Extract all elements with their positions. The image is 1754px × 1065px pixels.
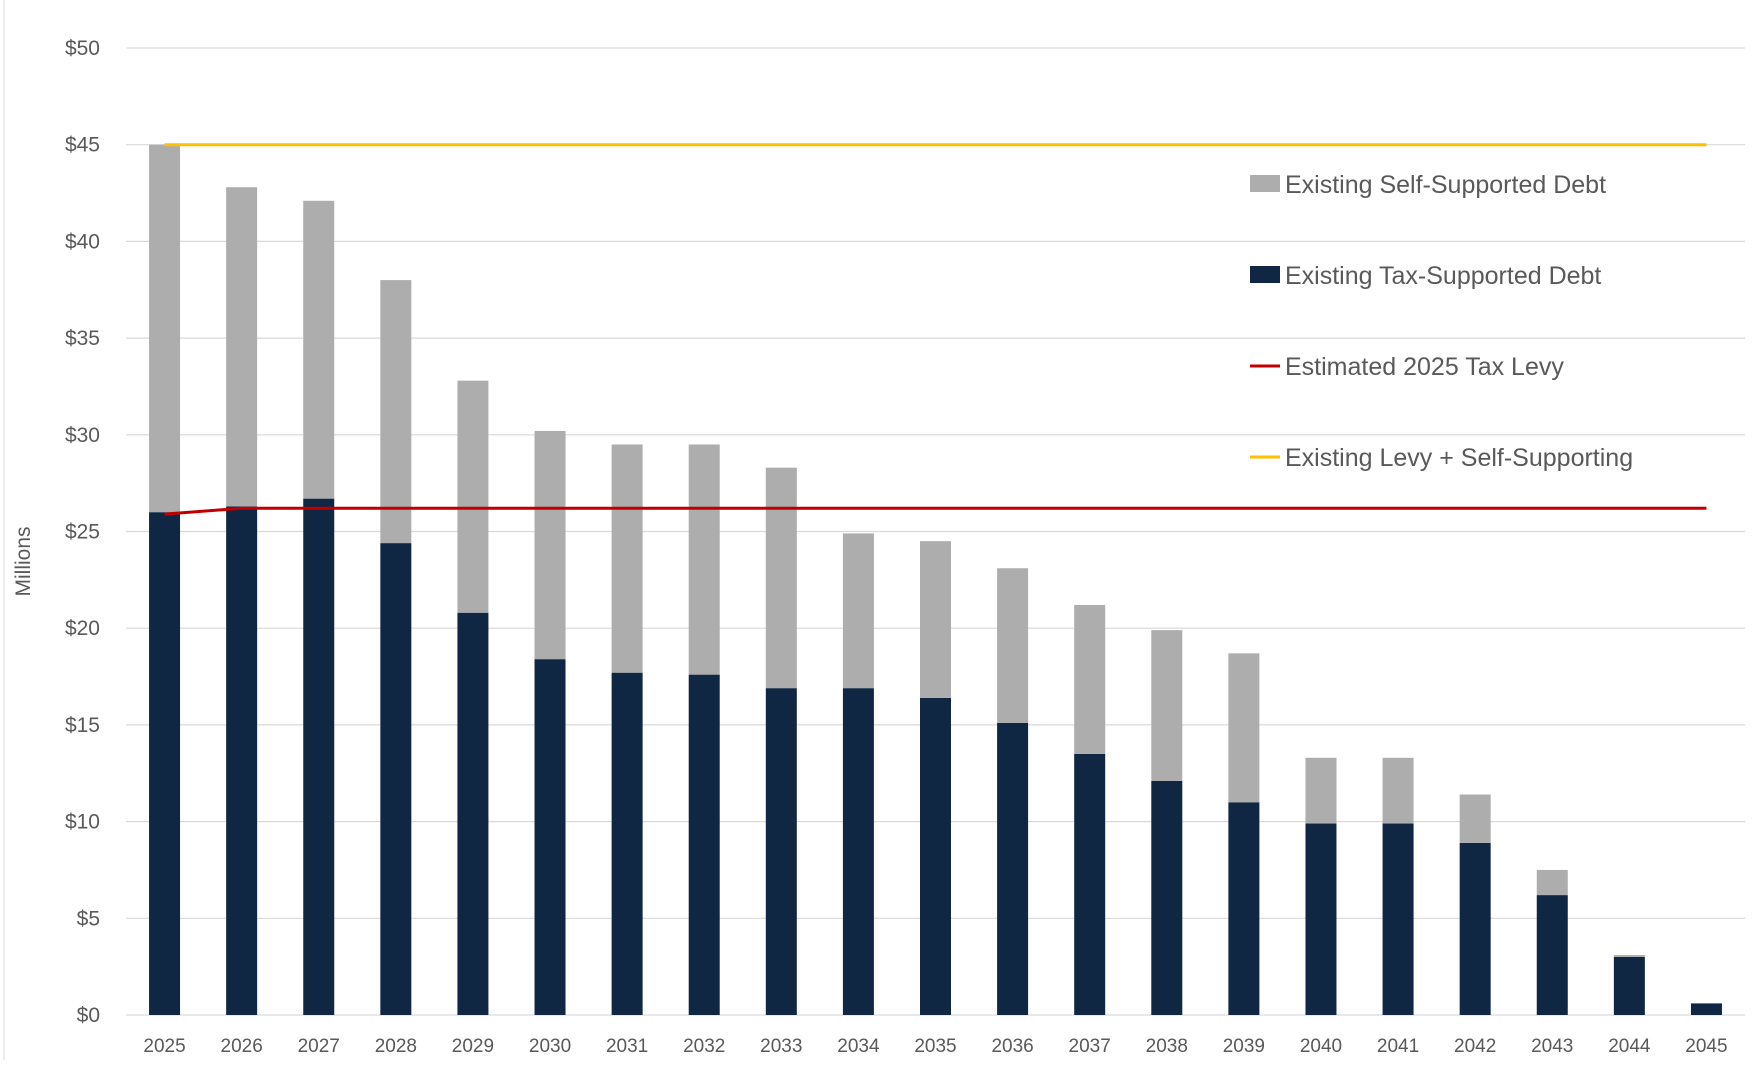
bar-existing-tax-supported-debt: [1305, 823, 1337, 1015]
x-tick-label: 2027: [298, 1036, 340, 1057]
bar-existing-tax-supported-debt: [1228, 802, 1260, 1015]
bar-existing-self-supported-debt: [534, 430, 566, 660]
bar-existing-self-supported-debt: [842, 533, 874, 689]
bar-existing-tax-supported-debt: [457, 612, 489, 1015]
bar-existing-self-supported-debt: [1228, 653, 1260, 803]
bar-existing-self-supported-debt: [1151, 630, 1183, 781]
bar-existing-tax-supported-debt: [842, 688, 874, 1015]
bar-existing-self-supported-debt: [226, 187, 258, 507]
x-tick-label: 2041: [1377, 1036, 1419, 1057]
bar-existing-self-supported-debt: [1382, 757, 1414, 824]
bar-existing-tax-supported-debt: [1690, 1003, 1722, 1015]
x-tick-label: 2037: [1069, 1036, 1111, 1057]
x-tick-label: 2036: [991, 1036, 1033, 1057]
x-tick-label: 2035: [914, 1036, 956, 1057]
x-tick-label: 2030: [529, 1036, 571, 1057]
x-tick-label: 2028: [375, 1036, 417, 1057]
x-tick-label: 2040: [1300, 1036, 1342, 1057]
legend-label: Existing Self-Supported Debt: [1285, 171, 1606, 199]
x-tick-label: 2044: [1608, 1036, 1651, 1057]
legend-swatch: [1250, 175, 1280, 192]
y-tick-label: $35: [65, 327, 100, 350]
y-tick-label: $50: [65, 37, 100, 60]
x-tick-label: 2039: [1223, 1036, 1265, 1057]
line-estimated-2025-tax-levy: [164, 506, 1707, 516]
bar-existing-tax-supported-debt: [534, 659, 566, 1015]
legend-label: Existing Tax-Supported Debt: [1285, 262, 1601, 290]
bar-existing-self-supported-debt: [457, 380, 489, 613]
bar-existing-self-supported-debt: [997, 568, 1029, 723]
y-tick-label: $5: [77, 907, 100, 930]
bar-existing-tax-supported-debt: [303, 498, 335, 1015]
bar-existing-self-supported-debt: [380, 280, 412, 544]
legend-label: Estimated 2025 Tax Levy: [1285, 353, 1564, 381]
bar-existing-tax-supported-debt: [1074, 753, 1106, 1015]
bar-existing-self-supported-debt: [1536, 869, 1568, 896]
y-tick-label: $20: [65, 617, 100, 640]
bar-existing-tax-supported-debt: [380, 543, 412, 1015]
bar-existing-self-supported-debt: [1613, 955, 1645, 957]
bar-existing-tax-supported-debt: [1536, 895, 1568, 1015]
bar-existing-tax-supported-debt: [1459, 842, 1491, 1015]
y-tick-label: $40: [65, 230, 100, 253]
bar-existing-self-supported-debt: [1305, 757, 1337, 824]
bar-existing-self-supported-debt: [765, 467, 797, 689]
x-tick-label: 2038: [1146, 1036, 1188, 1057]
y-tick-label: $0: [77, 1004, 100, 1027]
bar-existing-tax-supported-debt: [1613, 956, 1645, 1015]
x-tick-label: 2034: [837, 1036, 880, 1057]
x-tick-label: 2042: [1454, 1036, 1496, 1057]
y-tick-label: $30: [65, 424, 100, 447]
y-tick-label: $15: [65, 714, 100, 737]
bar-existing-self-supported-debt: [1459, 794, 1491, 843]
legend-swatch: [1250, 266, 1280, 283]
x-tick-label: 2029: [452, 1036, 494, 1057]
x-tick-label: 2033: [760, 1036, 802, 1057]
bar-existing-tax-supported-debt: [226, 506, 258, 1015]
y-axis-title: Millions: [12, 526, 35, 596]
bar-existing-tax-supported-debt: [1151, 780, 1183, 1015]
y-tick-label: $45: [65, 134, 100, 157]
bar-existing-self-supported-debt: [688, 444, 720, 675]
y-tick-label: $10: [65, 811, 100, 834]
x-tick-label: 2045: [1685, 1036, 1727, 1057]
bar-existing-tax-supported-debt: [997, 722, 1029, 1015]
bar-existing-self-supported-debt: [1074, 604, 1106, 754]
bar-existing-tax-supported-debt: [765, 688, 797, 1015]
x-tick-label: 2043: [1531, 1036, 1573, 1057]
bar-existing-self-supported-debt: [920, 541, 951, 698]
legend-label: Existing Levy + Self-Supporting: [1285, 444, 1633, 472]
bar-existing-tax-supported-debt: [688, 674, 720, 1015]
bar-existing-tax-supported-debt: [920, 697, 951, 1015]
x-tick-label: 2031: [606, 1036, 648, 1057]
y-tick-label: $25: [65, 521, 100, 544]
bar-existing-self-supported-debt: [303, 200, 335, 499]
bar-existing-tax-supported-debt: [1382, 823, 1414, 1015]
bar-existing-tax-supported-debt: [149, 512, 181, 1015]
x-tick-label: 2025: [143, 1036, 185, 1057]
bar-existing-tax-supported-debt: [611, 672, 643, 1015]
x-tick-label: 2032: [683, 1036, 725, 1057]
bar-existing-self-supported-debt: [149, 144, 181, 513]
bar-existing-self-supported-debt: [611, 444, 643, 673]
x-tick-label: 2026: [221, 1036, 263, 1057]
